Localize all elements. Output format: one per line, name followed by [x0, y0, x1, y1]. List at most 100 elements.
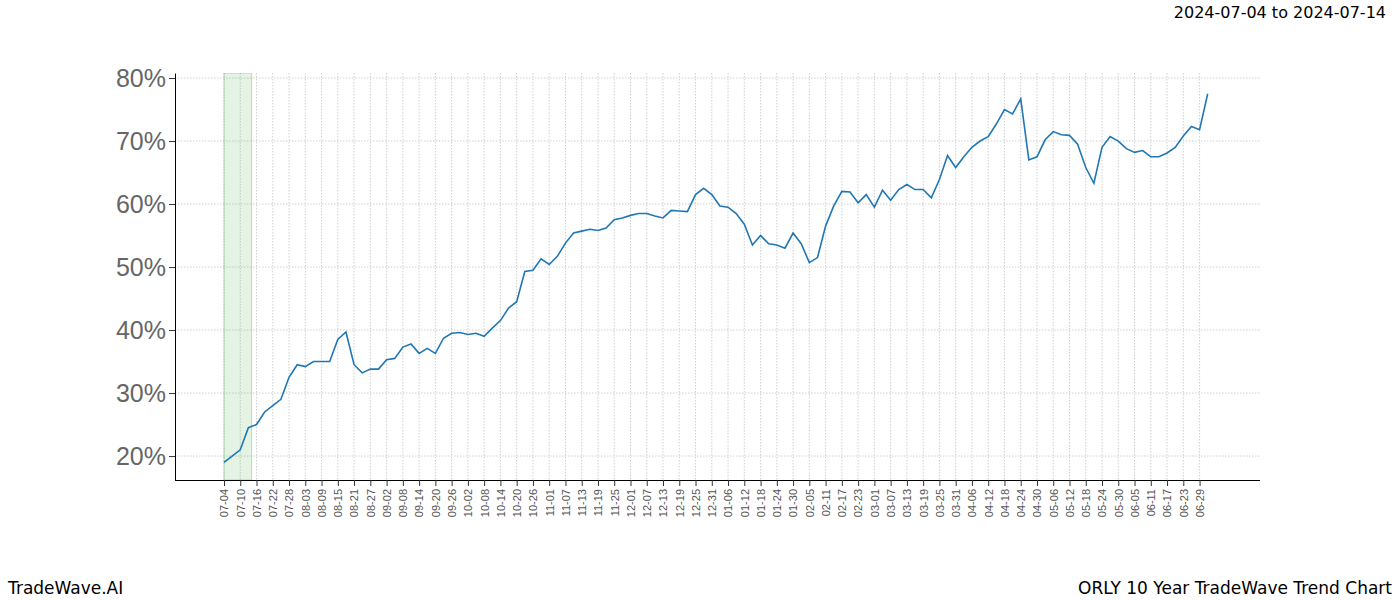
tick-label: 12-19 [674, 489, 686, 517]
tick-mark [500, 480, 501, 486]
tick: 03-13 [901, 480, 913, 517]
grid-line [565, 73, 566, 480]
tick-label: 07-10 [235, 489, 247, 517]
grid-line [467, 73, 468, 480]
axis-line [175, 480, 1260, 481]
grid-line [1134, 73, 1135, 480]
grid-line [1069, 73, 1070, 480]
tick-mark [169, 78, 175, 79]
tick-label: 60% [116, 190, 166, 218]
grid-line [663, 73, 664, 480]
tick: 03-31 [950, 480, 962, 517]
tick-mark [728, 480, 729, 486]
tick-label: 11-07 [560, 489, 572, 516]
grid-line [516, 73, 517, 480]
grid-line [1053, 73, 1054, 480]
tick: 04-06 [966, 480, 978, 517]
tick: 02-17 [836, 480, 848, 517]
tick-mark [169, 456, 175, 457]
tick: 12-25 [690, 480, 702, 517]
tick-mark [257, 480, 258, 486]
tick-mark [169, 204, 175, 205]
tick-mark [858, 480, 859, 486]
tick-label: 07-28 [283, 489, 295, 517]
tick-label: 02-11 [820, 489, 832, 516]
grid-line [1102, 73, 1103, 480]
tick: 11-19 [592, 480, 604, 516]
tick-label: 70% [116, 127, 166, 155]
grid-line [793, 73, 794, 480]
grid-line [1085, 73, 1086, 480]
tick-label: 03-25 [934, 489, 946, 517]
tick-label: 06-17 [1161, 489, 1173, 517]
tick: 06-29 [1194, 480, 1206, 517]
tick-mark [809, 480, 810, 486]
grid-line [874, 73, 875, 480]
tick: 10-26 [527, 480, 539, 517]
tick-label: 30% [116, 379, 166, 407]
tick: 05-18 [1080, 480, 1092, 517]
grid-line [175, 330, 1260, 331]
tick-label: 11-19 [592, 489, 604, 516]
tick: 07-22 [267, 480, 279, 517]
tick-mark [484, 480, 485, 486]
grid-line [1183, 73, 1184, 480]
tick-mark [598, 480, 599, 486]
tick: 08-15 [332, 480, 344, 517]
tick-label: 12-07 [641, 489, 653, 517]
grid-line [1118, 73, 1119, 480]
highlight-span [224, 73, 252, 480]
tick-mark [565, 480, 566, 486]
tick-label: 80% [116, 64, 166, 92]
tick-mark [956, 480, 957, 486]
tick-mark [452, 480, 453, 486]
tick: 07-16 [251, 480, 263, 517]
tick-label: 04-24 [1015, 489, 1027, 517]
tick-mark [744, 480, 745, 486]
tick-label: 04-06 [966, 489, 978, 517]
tick: 07-10 [235, 480, 247, 517]
tick: 08-27 [365, 480, 377, 517]
tick-label: 09-26 [446, 489, 458, 517]
tick-mark [1151, 480, 1152, 486]
tick: 20% [116, 442, 175, 470]
tick: 06-23 [1178, 480, 1190, 517]
tick-mark [939, 480, 940, 486]
grid-line [1199, 73, 1200, 480]
tick: 03-19 [918, 480, 930, 517]
tick-label: 08-27 [365, 489, 377, 517]
tick: 60% [116, 190, 175, 218]
grid-line [728, 73, 729, 480]
chart: 07-04 07-10 07-16 07-22 07-28 08-03 08-09 08-15… [0, 0, 1400, 600]
tick-label: 07-04 [218, 489, 230, 517]
tick-mark [1069, 480, 1070, 486]
tick-mark [224, 480, 225, 486]
tick-label: 03-01 [869, 489, 881, 517]
tick-label: 04-12 [983, 489, 995, 517]
tick-label: 02-05 [804, 489, 816, 517]
tick: 30% [116, 379, 175, 407]
tick-mark [533, 480, 534, 486]
tick-label: 08-03 [300, 489, 312, 517]
tick-mark [988, 480, 989, 486]
y-axis: 20%30%40%50%60%70%80% [116, 64, 176, 481]
tick-label: 07-16 [251, 489, 263, 517]
tick-label: 05-06 [1048, 489, 1060, 517]
grid-line [695, 73, 696, 480]
grid-line [500, 73, 501, 480]
grid-line [435, 73, 436, 480]
grid-line [289, 73, 290, 480]
tick-mark [289, 480, 290, 486]
tick-label: 01-06 [722, 489, 734, 517]
tick-label: 12-25 [690, 489, 702, 517]
tick-label: 08-09 [316, 489, 328, 517]
tick-label: 07-22 [267, 489, 279, 517]
tick-mark [169, 330, 175, 331]
grid-line [1036, 73, 1037, 480]
tick: 01-18 [755, 480, 767, 517]
tick-label: 11-13 [576, 489, 588, 516]
tick-mark [517, 480, 518, 486]
tick-mark [1135, 480, 1136, 486]
grid-line [175, 393, 1260, 394]
footer-left: TradeWave.AI [7, 578, 123, 598]
